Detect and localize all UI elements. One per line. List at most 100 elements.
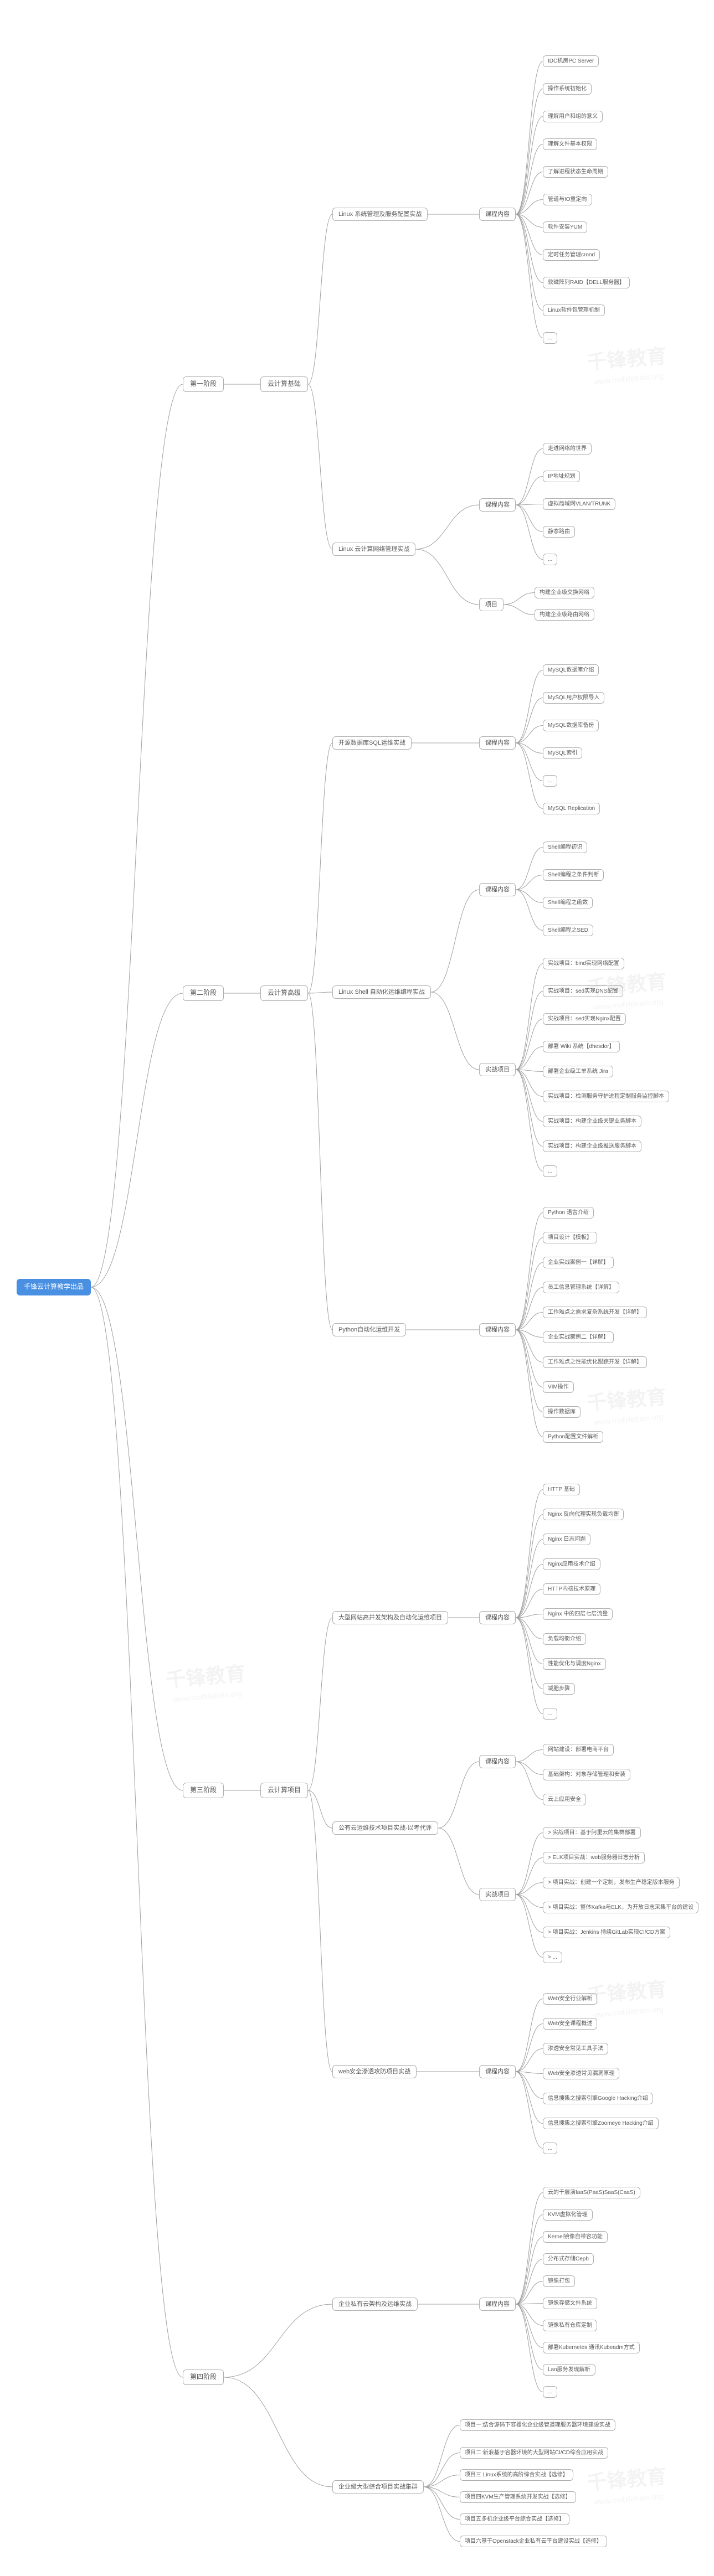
mindmap-node-s3b2g2[interactable]: 实战项目	[479, 1888, 516, 1901]
mindmap-node-s2b3l7[interactable]: 工作难点之性能优化跟踪开发【详解】	[543, 1356, 647, 1368]
mindmap-node-s2b3l4[interactable]: 员工信息管理系统【详解】	[543, 1282, 619, 1293]
mindmap-node-s1b1[interactable]: Linux 系统管理及服务配置实战	[332, 208, 428, 221]
mindmap-node-s4b1l8[interactable]: 部署Kubernetes 通讯Kubeadm方式	[543, 2342, 640, 2353]
mindmap-node-s4b1l3[interactable]: Kernel镜像自带容功能	[543, 2231, 608, 2243]
mindmap-node-s3b2l3[interactable]: 云上应用安全	[543, 1794, 586, 1805]
mindmap-node-s1b2g1[interactable]: 课程内容	[479, 498, 516, 512]
mindmap-node-s4b1l1[interactable]: 云的千层演IaaS(PaaS)SaaS(CaaS)	[543, 2187, 640, 2198]
mindmap-node-s1l01[interactable]: IDC机房PC Server	[543, 55, 599, 67]
mindmap-node-s2b3l5[interactable]: 工作难点之需求复杂系统开发【详解】	[543, 1307, 647, 1318]
mindmap-node-s3b2p3[interactable]: > 项目实战：创建一个定制，发布生产稳定版本服务	[543, 1877, 680, 1888]
mindmap-node-s3b3l3[interactable]: 渗透安全常见工具手法	[543, 2043, 608, 2054]
mindmap-node-s3b1l3[interactable]: Nginx 日志问题	[543, 1534, 590, 1545]
mindmap-node-s4b1l6[interactable]: 镜像存储文件系统	[543, 2298, 597, 2309]
mindmap-node-s2b2p9[interactable]: ...	[543, 1165, 557, 1177]
mindmap-node-s4b1l5[interactable]: 镜像打包	[543, 2275, 575, 2287]
mindmap-node-s2b2l4[interactable]: Shell编程之SED	[543, 925, 593, 936]
mindmap-node-s1c[interactable]: 云计算基础	[260, 376, 308, 392]
mindmap-node-s1b2l4[interactable]: 静态路由	[543, 526, 575, 538]
mindmap-node-s2b2l2[interactable]: Shell编程之条件判断	[543, 869, 604, 881]
mindmap-node-s3b2g1[interactable]: 课程内容	[479, 1755, 516, 1768]
mindmap-node-s4b2l2[interactable]: 项目二:新浪基于容器环境的大型网站CI/CD综合应用实战	[460, 2447, 608, 2459]
mindmap-node-s3b1[interactable]: 大型网站高并发架构及自动化运维项目	[332, 1611, 448, 1624]
mindmap-node-s2b3l6[interactable]: 企业实战案例二【详解】	[543, 1331, 614, 1343]
mindmap-node-s1l11[interactable]: ...	[543, 332, 557, 344]
mindmap-node-s2b1l4[interactable]: MySQL索引	[543, 747, 582, 759]
mindmap-node-s2b2p1[interactable]: 实战项目：bind实现网络配置	[543, 958, 624, 969]
mindmap-node-s3b3l6[interactable]: 信息搜集之搜索引擎Zoomeye Hacking介绍	[543, 2118, 659, 2129]
mindmap-node-s3b2l2[interactable]: 基础架构：对象存储管理和安装	[543, 1769, 630, 1780]
mindmap-node-s3b3l5[interactable]: 信息搜集之搜索引擎Google Hacking介绍	[543, 2093, 653, 2104]
mindmap-node-s3b1g[interactable]: 课程内容	[479, 1611, 516, 1624]
mindmap-node-s3[interactable]: 第三阶段	[183, 1783, 224, 1798]
mindmap-node-s2b2l3[interactable]: Shell编程之函数	[543, 897, 593, 908]
mindmap-node-s1b2l3[interactable]: 虚拟局域网VLAN/TRUNK	[543, 498, 615, 510]
mindmap-node-s2b3l8[interactable]: VIM操作	[543, 1381, 574, 1393]
mindmap-node-s1l04[interactable]: 理解文件基本权限	[543, 138, 597, 150]
mindmap-node-s3b3l1[interactable]: Web安全行业解析	[543, 1993, 597, 2005]
mindmap-node-s3b1l9[interactable]: 减肥步骤	[543, 1683, 575, 1695]
mindmap-node-s1b2g2[interactable]: 项目	[479, 598, 504, 611]
mindmap-node-s2b2p6[interactable]: 实战项目：检测服务守护进程定制服务监控脚本	[543, 1091, 669, 1102]
mindmap-node-s2b2p7[interactable]: 实战项目：构建企业级关键业务脚本	[543, 1116, 641, 1127]
mindmap-node-s2b1l5[interactable]: ...	[543, 775, 557, 787]
mindmap-node-s3b2p1[interactable]: > 实战项目：基于阿里云的集群部署	[543, 1827, 641, 1839]
mindmap-node-s2b2g1[interactable]: 课程内容	[479, 883, 516, 896]
mindmap-node-s2b2g2[interactable]: 实战项目	[479, 1063, 516, 1076]
mindmap-node-s2b1l2[interactable]: MySQL用户权限导入	[543, 692, 604, 704]
mindmap-node-s4b2[interactable]: 企业级大型综合项目实战集群	[332, 2480, 424, 2494]
mindmap-node-s4b1l4[interactable]: 分布式存储Ceph	[543, 2253, 594, 2265]
mindmap-node-s4b1l2[interactable]: KVM虚拟化管理	[543, 2209, 593, 2221]
mindmap-node-s2b1l6[interactable]: MySQL Replication	[543, 803, 600, 814]
mindmap-node-s3b3l2[interactable]: Web安全课程概述	[543, 2018, 597, 2030]
mindmap-node-s1b1g[interactable]: 课程内容	[479, 208, 516, 221]
mindmap-node-s1b2l2[interactable]: IP地址规划	[543, 471, 580, 482]
mindmap-node-s2b3l3[interactable]: 企业实战案例一【详解】	[543, 1257, 614, 1268]
mindmap-node-s4b2l3[interactable]: 项目三 Linux系统的高阶综合实战【选修】	[460, 2469, 573, 2481]
mindmap-node-s2b3l1[interactable]: Python 语言介绍	[543, 1207, 594, 1219]
mindmap-node-s3b1l4[interactable]: Nginx应用技术介绍	[543, 1558, 600, 1570]
mindmap-node-s3b3l4[interactable]: Web安全渗透常见漏洞原理	[543, 2068, 619, 2079]
mindmap-node-s2b2p5[interactable]: 部署企业级工单系统 Jira	[543, 1066, 613, 1077]
mindmap-node-s1l05[interactable]: 了解进程状态生命周期	[543, 166, 608, 178]
mindmap-node-s2b3l10[interactable]: Python配置文件解析	[543, 1431, 603, 1443]
mindmap-node-s4b1l7[interactable]: 镜像私有仓库定制	[543, 2320, 597, 2331]
mindmap-node-s3b1l1[interactable]: HTTP 基础	[543, 1484, 580, 1495]
mindmap-node-s3b1l6[interactable]: Nginx 中的四层七层流量	[543, 1608, 613, 1620]
mindmap-node-s4b1[interactable]: 企业私有云架构及运维实战	[332, 2298, 418, 2311]
mindmap-node-s3b1l7[interactable]: 负载均衡介绍	[543, 1633, 586, 1645]
mindmap-node-s3b2p6[interactable]: > ...	[543, 1952, 562, 1963]
mindmap-node-s2c[interactable]: 云计算高级	[260, 985, 308, 1001]
mindmap-node-s2b3[interactable]: Python自动化运维开发	[332, 1323, 406, 1336]
mindmap-node-s2b2p3[interactable]: 实战项目：sed实现Nginx配置	[543, 1013, 626, 1025]
mindmap-node-s3c[interactable]: 云计算项目	[260, 1783, 308, 1798]
mindmap-node-s4b1l9[interactable]: Lan服务发现解析	[543, 2364, 595, 2376]
mindmap-node-s1b2p1[interactable]: 构建企业级交换网络	[535, 587, 594, 598]
mindmap-node-root[interactable]: 千锋云计算教学出品	[17, 1279, 91, 1295]
mindmap-node-s4b2l4[interactable]: 项目四KVM生产管理系统开发实战【选修】	[460, 2491, 576, 2503]
mindmap-node-s2b1[interactable]: 开源数据库SQL运维实战	[332, 736, 412, 750]
mindmap-node-s1l09[interactable]: 软磁阵列RAID【DELL服务器】	[543, 277, 630, 288]
mindmap-node-s2b2p8[interactable]: 实战项目：构建企业级推送服务脚本	[543, 1140, 641, 1152]
mindmap-node-s2b2l1[interactable]: Shell编程初识	[543, 842, 587, 853]
mindmap-node-s4b2l1[interactable]: 项目一:结合源码下容器化企业级管道理服务器环境建设实战	[460, 2419, 615, 2431]
mindmap-node-s1b2[interactable]: Linux 云计算网络管理实战	[332, 543, 415, 556]
mindmap-node-s1[interactable]: 第一阶段	[183, 376, 224, 392]
mindmap-node-s3b3g[interactable]: 课程内容	[479, 2065, 516, 2078]
mindmap-node-s3b2p4[interactable]: > 项目实战：整体Kafka与ELK，为开放日志采集平台的建设	[543, 1902, 698, 1913]
mindmap-node-s3b3l7[interactable]: ...	[543, 2143, 557, 2154]
mindmap-node-s4b2l5[interactable]: 项目五多机企业级平台综合实战【选修】	[460, 2513, 569, 2525]
mindmap-node-s4[interactable]: 第四阶段	[183, 2369, 224, 2385]
mindmap-node-s4b2l6[interactable]: 项目六基于Openstack企业私有云平台建设实战【选修】	[460, 2536, 607, 2547]
mindmap-node-s1b2l1[interactable]: 走进网络的世界	[543, 443, 592, 455]
mindmap-node-s3b3[interactable]: web安全渗透攻防项目实战	[332, 2065, 417, 2078]
mindmap-node-s2b1l3[interactable]: MySQL数据库备份	[543, 720, 599, 731]
mindmap-node-s2b3l9[interactable]: 操作数据库	[543, 1406, 581, 1418]
mindmap-node-s3b2p5[interactable]: > 项目实战：Jenkins 持续GitLab实现CI/CD方案	[543, 1927, 670, 1938]
mindmap-node-s3b1l5[interactable]: HTTP内核技术原理	[543, 1583, 600, 1595]
mindmap-node-s1b2l5[interactable]: ...	[543, 554, 557, 565]
mindmap-node-s2b3l2[interactable]: 项目设计【模板】	[543, 1232, 597, 1243]
mindmap-node-s4b1g[interactable]: 课程内容	[479, 2298, 516, 2311]
mindmap-node-s3b2p2[interactable]: > ELK项目实战：web服务器日志分析	[543, 1852, 645, 1863]
mindmap-node-s3b2l1[interactable]: 网站建设：部署电商平台	[543, 1744, 614, 1756]
